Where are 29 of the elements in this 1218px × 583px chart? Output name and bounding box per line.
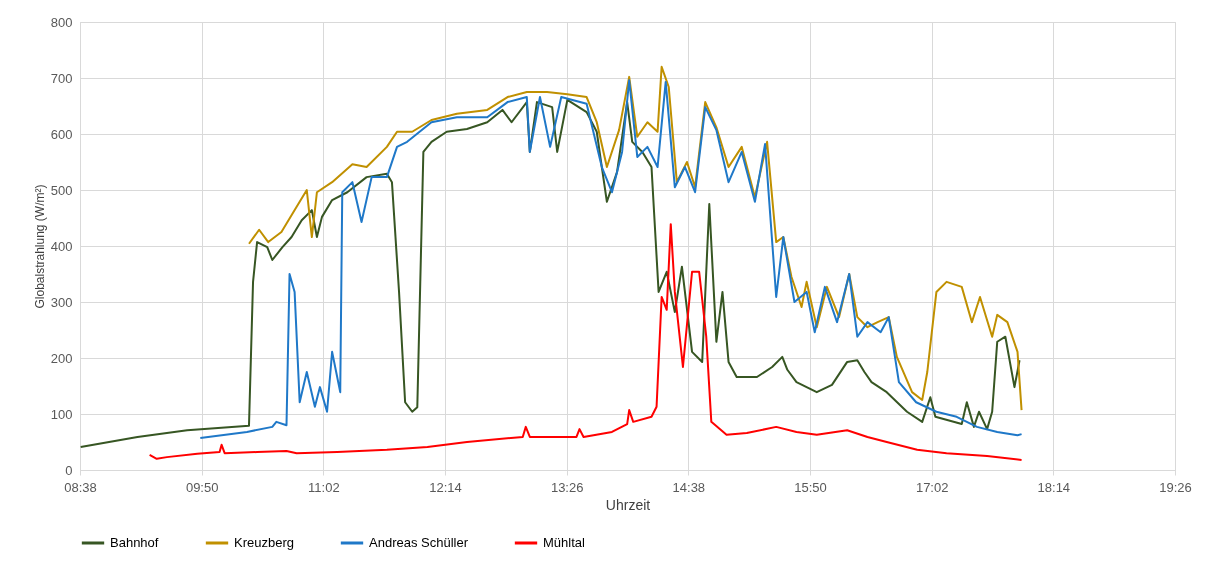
line-series — [247, 65, 1023, 412]
y-axis-title: Globalstrahlung (W/m²) — [32, 184, 47, 309]
x-tick-label: 08:38 — [64, 479, 97, 495]
legend-label: Mühltal — [543, 535, 586, 550]
y-tick-label: 400 — [50, 238, 73, 254]
x-tick-label: 12:14 — [429, 479, 462, 495]
x-axis-title: Uhrzeit — [605, 496, 651, 513]
y-tick-label: 100 — [50, 406, 73, 422]
y-tick-label: 600 — [50, 126, 73, 142]
x-tick-label: 17:02 — [915, 479, 949, 495]
x-tick-label: 11:02 — [308, 479, 340, 495]
y-tick-label: 500 — [50, 182, 73, 198]
x-tick-label: 18:14 — [1037, 479, 1071, 495]
y-tick-label: 200 — [50, 350, 73, 366]
legend-label: Kreuzberg — [234, 535, 294, 550]
line-series — [199, 79, 1023, 440]
legend-label: Andreas Schüller — [369, 535, 469, 550]
line-series — [148, 223, 1023, 461]
x-tick-label: 19:26 — [1159, 479, 1192, 495]
legend-label: Bahnhof — [110, 535, 159, 550]
x-tick-label: 14:38 — [672, 479, 706, 495]
x-tick-label: 13:26 — [550, 479, 584, 495]
y-tick-label: 0 — [65, 462, 73, 478]
y-tick-label: 700 — [50, 70, 73, 86]
line-series — [80, 98, 1021, 449]
y-tick-label: 800 — [50, 14, 73, 30]
y-tick-label: 300 — [50, 294, 73, 310]
x-tick-label: 15:50 — [794, 479, 827, 495]
x-tick-label: 09:50 — [185, 479, 219, 495]
